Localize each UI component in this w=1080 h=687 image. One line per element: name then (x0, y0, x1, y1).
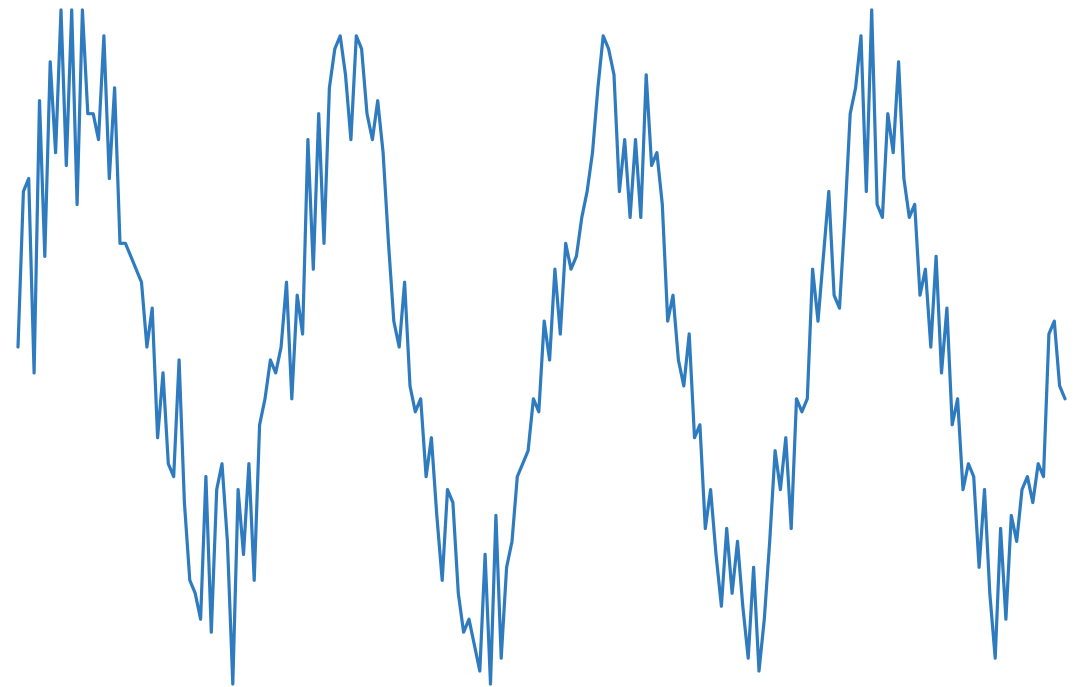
line-series (16, 8, 1067, 686)
